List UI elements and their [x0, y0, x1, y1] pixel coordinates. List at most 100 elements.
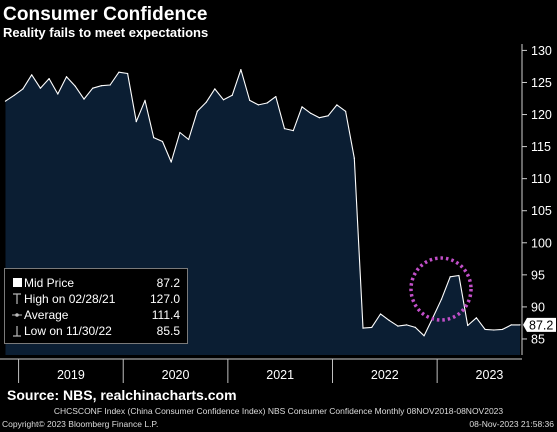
- data-point: [493, 329, 495, 331]
- data-point: [100, 85, 102, 87]
- high-marker-icon: [13, 293, 21, 304]
- x-tick-label: 2022: [371, 368, 399, 382]
- legend-value: 85.5: [156, 324, 180, 338]
- data-point: [4, 100, 7, 102]
- low-marker-icon: [13, 326, 21, 337]
- data-point: [467, 324, 469, 327]
- data-point: [283, 128, 286, 130]
- x-tick-label: 2019: [57, 368, 85, 382]
- data-point: [475, 317, 477, 319]
- y-tick-label: 125: [531, 76, 552, 90]
- data-point: [170, 161, 172, 163]
- axes: 85 90 95 100 105 110 115 120 125 130 87.2 2019 2020 2…: [0, 44, 556, 383]
- x-tick-label: 2023: [476, 368, 504, 382]
- legend-label: Mid Price: [24, 276, 75, 290]
- data-point: [144, 99, 146, 101]
- legend-label: High on 02/28/21: [24, 292, 116, 306]
- data-point: [257, 104, 259, 106]
- legend-item-high: High on 02/28/21 127.0: [10, 292, 182, 307]
- y-tick-label: 100: [531, 236, 552, 250]
- chart-subtitle: Reality fails to meet expectations: [3, 25, 209, 40]
- legend-item-low: Low on 11/30/22 85.5: [10, 324, 182, 339]
- last-value-tag: [523, 317, 556, 332]
- data-point: [371, 326, 373, 328]
- y-tick-label: 115: [531, 140, 551, 154]
- x-tick-label: 2021: [266, 368, 294, 382]
- data-point: [519, 324, 521, 326]
- data-point: [414, 326, 416, 328]
- average-marker-icon: [12, 313, 22, 317]
- index-description: CHCSCONF Index (China Consumer Confidenc…: [53, 406, 504, 416]
- last-value-label: 87.2: [529, 318, 553, 332]
- y-tick-label: 120: [531, 108, 552, 122]
- data-point: [179, 131, 181, 134]
- data-point: [118, 71, 120, 73]
- data-point: [39, 87, 42, 89]
- data-point: [292, 130, 294, 132]
- data-point: [310, 112, 312, 114]
- y-tick-label: 130: [531, 44, 552, 58]
- legend-value: 111.4: [151, 308, 180, 322]
- data-point: [406, 324, 408, 326]
- data-point: [440, 298, 443, 300]
- chart-title: Consumer Confidence: [3, 4, 208, 25]
- data-point: [484, 328, 486, 330]
- data-point: [397, 325, 399, 327]
- data-point: [74, 85, 76, 87]
- data-point: [501, 328, 504, 330]
- y-tick-label: 110: [531, 172, 551, 186]
- data-point: [423, 335, 425, 337]
- legend-swatch: [13, 278, 22, 287]
- data-point: [13, 94, 15, 96]
- legend-box: Mid Price 87.2 High on 02/28/21 127.0 Av…: [4, 268, 188, 344]
- data-point: [318, 117, 320, 119]
- data-point: [57, 93, 59, 95]
- data-point: [336, 104, 338, 106]
- data-point: [240, 69, 242, 71]
- timestamp: 08-Nov-2023 21:58:36: [469, 419, 554, 429]
- y-tick-label: 105: [531, 204, 552, 218]
- data-point: [127, 72, 129, 75]
- data-point: [65, 76, 68, 78]
- data-point: [362, 327, 364, 329]
- data-point: [327, 115, 329, 117]
- y-tick-label: 85: [531, 332, 545, 346]
- data-point: [275, 96, 277, 98]
- data-point: [345, 110, 347, 112]
- x-tick-label: 2020: [162, 368, 190, 382]
- data-point: [458, 274, 460, 277]
- data-point: [249, 99, 251, 101]
- data-point: [214, 88, 216, 90]
- legend-item-average: Average 111.4: [10, 308, 182, 323]
- data-point: [449, 276, 451, 278]
- source-note: Source: NBS, realchinacharts.com: [7, 387, 237, 403]
- legend-label: Average: [24, 308, 69, 322]
- legend-value: 87.2: [156, 276, 180, 290]
- data-point: [48, 78, 50, 80]
- copyright: Copyright© 2023 Bloomberg Finance L.P.: [2, 419, 159, 429]
- data-point: [188, 138, 190, 141]
- y-tick-label: 90: [531, 300, 545, 314]
- data-point: [205, 101, 207, 103]
- data-point: [379, 313, 382, 315]
- series-line: [5, 69, 520, 337]
- legend-label: Low on 11/30/22: [24, 324, 112, 338]
- data-point: [266, 102, 268, 104]
- legend-item-mid-price: Mid Price 87.2: [10, 276, 182, 291]
- legend-value: 127.0: [149, 292, 180, 306]
- y-tick-label: 95: [531, 268, 545, 282]
- data-point: [31, 74, 33, 76]
- data-point: [153, 137, 155, 139]
- data-point: [196, 110, 198, 112]
- data-point: [301, 106, 303, 108]
- data-point: [353, 157, 355, 159]
- data-point: [92, 87, 94, 89]
- data-point: [22, 88, 24, 90]
- data-point: [161, 140, 164, 143]
- data-point: [109, 84, 111, 86]
- data-point: [135, 121, 137, 123]
- data-point: [388, 319, 390, 321]
- highlight-circle: [409, 256, 473, 322]
- data-point: [231, 94, 233, 96]
